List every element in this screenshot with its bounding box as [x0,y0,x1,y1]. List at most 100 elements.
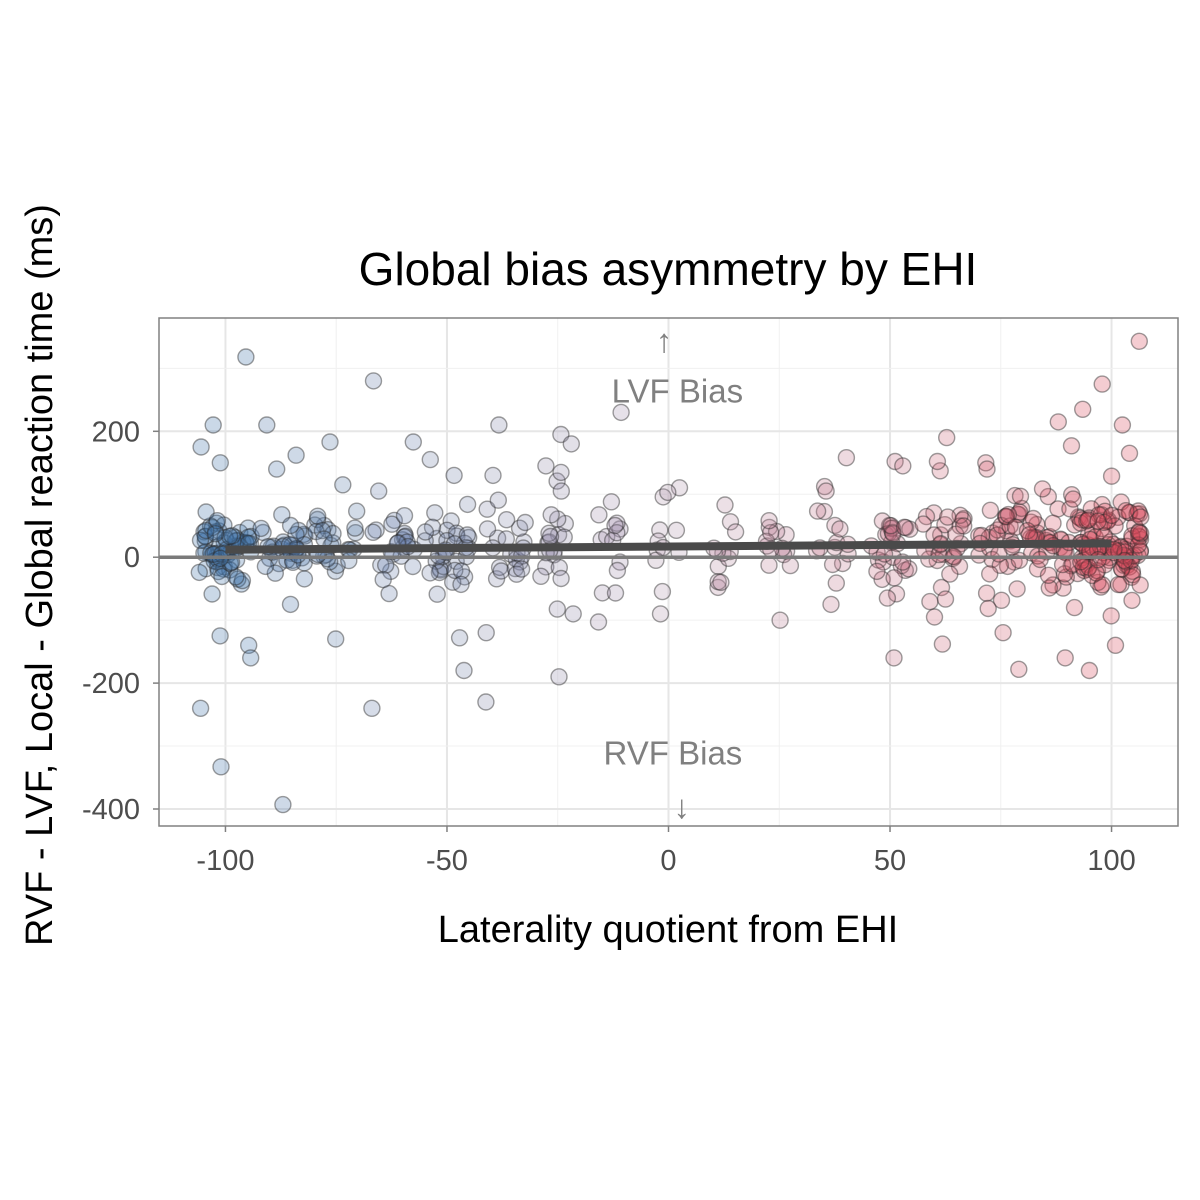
data-point [996,507,1015,526]
data-point [883,523,902,542]
data-point [562,435,580,453]
data-point [227,568,245,586]
data-point [767,522,786,541]
data-point [313,521,332,540]
y-axis-title: RVF - LVF, Local - Global reaction time … [19,204,61,946]
data-point [992,516,1010,535]
data-point [885,569,903,587]
data-point [239,636,258,654]
data-point [1080,661,1099,680]
data-point [653,582,672,601]
data-point [477,693,495,711]
data-point [552,482,570,500]
data-point [242,527,260,546]
data-point [196,532,214,550]
data-point [287,446,305,464]
data-point [1033,480,1052,498]
data-point [954,511,972,529]
y-tick-label: 200 [92,416,140,448]
data-point [380,584,398,603]
data-point [611,520,629,538]
data-point [221,561,239,579]
x-tick-label: 0 [660,845,676,877]
data-point [1129,546,1147,565]
data-point [990,545,1008,563]
data-point [428,585,446,603]
data-point [458,526,476,544]
data-point [190,563,209,582]
data-point [348,502,366,520]
data-point [901,520,919,538]
data-point [541,527,560,546]
data-point [726,523,745,541]
data-point [709,573,727,591]
data-point [917,507,936,526]
data-point [951,506,969,524]
data-point [395,507,414,525]
data-point [1121,503,1139,522]
data-point [268,460,286,478]
data-point [287,525,305,544]
data-point [550,558,568,577]
data-point [191,699,210,717]
rvf-arrow-icon: ↓ [674,788,691,825]
data-point [1123,562,1142,580]
data-point [195,523,213,541]
data-point [452,575,470,594]
data-point [880,516,899,535]
data-point [760,512,778,530]
data-point [212,758,230,776]
data-point [549,526,568,544]
data-point [1009,505,1027,523]
data-point [416,523,435,541]
data-point [548,472,566,490]
data-point [928,452,947,471]
data-point [1049,413,1068,431]
data-point [1062,486,1081,504]
data-point [455,661,473,680]
data-point [827,574,845,592]
data-point [831,520,849,538]
data-point [1039,566,1058,584]
data-point [220,527,239,545]
data-point [667,521,686,539]
data-point [939,508,957,526]
data-point [324,524,342,543]
data-point [994,624,1012,642]
data-point [1123,530,1141,548]
data-point [815,477,834,496]
data-point [290,521,308,540]
trend-line [225,539,1112,554]
data-point [542,506,560,524]
data-point [307,522,325,541]
data-point [914,515,932,533]
data-point [997,507,1015,525]
data-point [920,550,938,568]
chart-title: Global bias asymmetry by EHI [359,243,978,295]
data-point [896,561,914,579]
data-point [537,457,555,475]
data-point [1087,564,1105,582]
data-point [1024,509,1043,528]
data-point [1064,490,1082,508]
data-point [197,560,215,578]
data-point [233,571,252,590]
data-point [197,521,215,540]
data-point [1040,579,1059,597]
data-point [506,559,524,578]
data-point [241,649,260,667]
data-point [590,506,608,524]
data-point [404,433,422,451]
data-point [442,512,460,530]
y-axis-ticks: -400 -200 0 200 [82,416,159,826]
data-point [997,508,1016,526]
data-point [221,554,240,573]
data-point [1130,505,1149,523]
data-point [1010,503,1029,521]
data-point [1093,519,1111,538]
data-point [1093,495,1111,514]
data-point [593,584,612,602]
data-point [490,558,509,577]
data-point [1123,527,1141,545]
